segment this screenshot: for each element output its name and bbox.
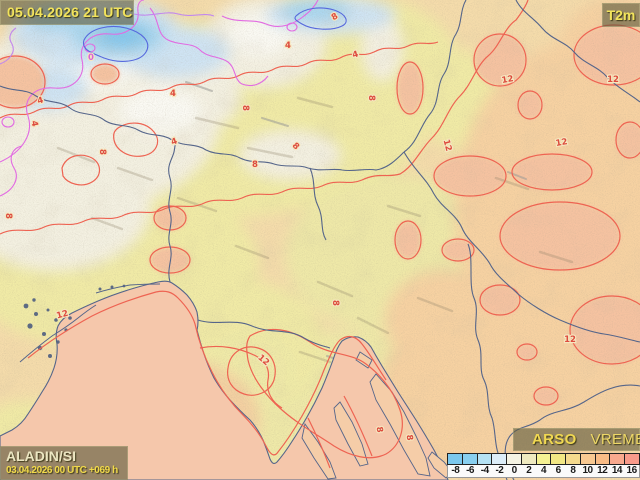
legend-tick: -2 <box>495 465 504 476</box>
legend-cell <box>566 454 581 464</box>
legend-tick: 16 <box>626 465 638 476</box>
contour-label: 12 <box>55 309 69 322</box>
contour-label: 4 <box>170 89 176 99</box>
legend-cell <box>536 454 552 464</box>
contour-label: 4 <box>36 95 44 106</box>
parameter-label: T2m <box>602 3 640 27</box>
contour-label: 4 <box>351 49 359 60</box>
legend-tick: 2 <box>526 465 532 476</box>
legend-tick-labels: -8 -6 -4 -2 0 2 4 6 8 10 12 14 16 <box>447 465 640 478</box>
contour-label: 12 <box>555 137 568 149</box>
contour-label: 8 <box>374 426 385 434</box>
legend-tick: -4 <box>480 465 489 476</box>
legend-cell <box>448 454 463 464</box>
contour-label: 12 <box>441 138 454 152</box>
legend-cell <box>580 454 596 464</box>
valid-time-label: 05.04.2026 21 UTC <box>0 0 134 25</box>
valid-time-text: 05.04.2026 21 UTC <box>7 4 133 20</box>
contour-label: 4 <box>29 120 40 128</box>
contour-label: 4 <box>170 136 179 147</box>
parameter-text: T2m <box>606 7 636 23</box>
legend-cell <box>595 454 611 464</box>
lagoon-barriers <box>19 283 161 363</box>
legend-cell <box>551 454 567 464</box>
contour-label: 0 <box>88 53 94 63</box>
contour-label: 8 <box>252 160 258 170</box>
legend-cell <box>492 454 508 464</box>
contour-label: 4 <box>285 41 291 51</box>
contour-label: 8 <box>366 95 376 101</box>
brand-site: VREME <box>590 431 640 448</box>
legend-cell <box>625 454 639 464</box>
legend-cell <box>610 454 626 464</box>
legend-tick: -8 <box>451 465 460 476</box>
legend-cell <box>462 454 478 464</box>
brand-org: ARSO <box>532 431 577 448</box>
legend-tick: 8 <box>570 465 576 476</box>
legend-cell <box>521 454 537 464</box>
model-run: 03.04.2026 00 UTC +069 h <box>6 465 118 476</box>
temperature-legend: -8 -6 -4 -2 0 2 4 6 8 10 12 14 16 <box>447 453 640 478</box>
contour-label: 8 <box>404 434 415 442</box>
contour-label: 8 <box>97 149 107 155</box>
legend-tick: -6 <box>466 465 474 476</box>
branding-box: ARSO VREME <box>513 428 640 451</box>
legend-tick: 4 <box>540 465 547 476</box>
hillshade-streaks <box>56 96 574 364</box>
legend-tick: 12 <box>597 465 608 476</box>
legend-cell <box>477 454 493 464</box>
legend-tick: 6 <box>555 465 562 476</box>
legend-cell <box>507 454 522 464</box>
legend-color-cells <box>447 453 640 465</box>
legend-tick: 14 <box>611 465 623 476</box>
contour-label: 12 <box>607 75 619 85</box>
purple-contours <box>0 12 215 65</box>
contour-label: 12 <box>564 335 576 345</box>
legend-tick: 0 <box>511 465 518 476</box>
contour-label: 8 <box>330 300 340 306</box>
red-contours <box>0 0 640 469</box>
model-info-box: ALADIN/SI 03.04.2026 00 UTC +069 h <box>0 446 128 480</box>
islands <box>301 351 453 480</box>
contour-label: 8 <box>3 213 13 219</box>
blue-contours <box>82 7 347 62</box>
legend-tick: 10 <box>582 465 593 476</box>
contour-label: 8 <box>240 105 250 111</box>
model-name: ALADIN/SI <box>6 448 76 464</box>
contour-label: 12 <box>501 74 514 86</box>
